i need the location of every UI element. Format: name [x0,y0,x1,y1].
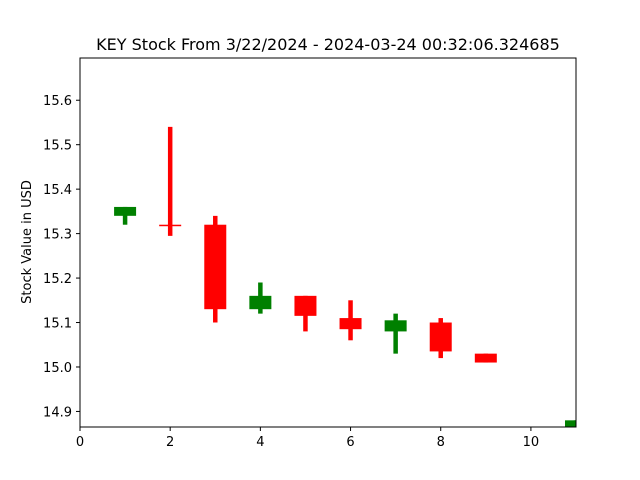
candle-body-1 [114,206,137,216]
x-tick-label-6: 10 [523,435,540,450]
y-tick-label-2: 15.0 [43,361,72,376]
candle-body-10 [565,420,576,427]
candle-body-3 [204,224,227,310]
plot-area-frame [79,57,577,428]
y-axis-ticks: 14.9 15.0 15.1 15.2 15.3 15.4 15.5 15.6 [43,94,80,420]
x-tick-label-1: 0 [76,435,84,450]
candle-body-4 [249,295,272,310]
candle-body-9 [474,353,497,363]
y-tick-label-6: 15.4 [43,183,72,198]
x-tick-label-2: 2 [166,435,174,450]
x-tick-label-5: 8 [437,435,445,450]
candle-body-7 [384,320,407,332]
x-axis-ticks: 0 2 4 6 8 10 [76,427,539,450]
candle-body-2 [159,224,182,227]
y-axis-label: Stock Value in USD [20,180,35,304]
y-tick-label-7: 15.5 [43,139,72,154]
y-tick-label-5: 15.3 [43,228,72,243]
candle-body-6 [339,318,362,330]
candle-body-5 [294,295,317,316]
candle-body-8 [429,322,452,352]
y-tick-label-1: 14.9 [43,405,72,420]
candles-group [114,126,576,427]
y-tick-label-8: 15.6 [43,94,72,109]
y-tick-label-4: 15.2 [43,272,72,287]
x-tick-label-4: 6 [346,435,354,450]
y-tick-label-3: 15.1 [43,317,72,332]
chart-title: KEY Stock From 3/22/2024 - 2024-03-24 00… [96,35,560,54]
x-tick-label-3: 4 [256,435,264,450]
